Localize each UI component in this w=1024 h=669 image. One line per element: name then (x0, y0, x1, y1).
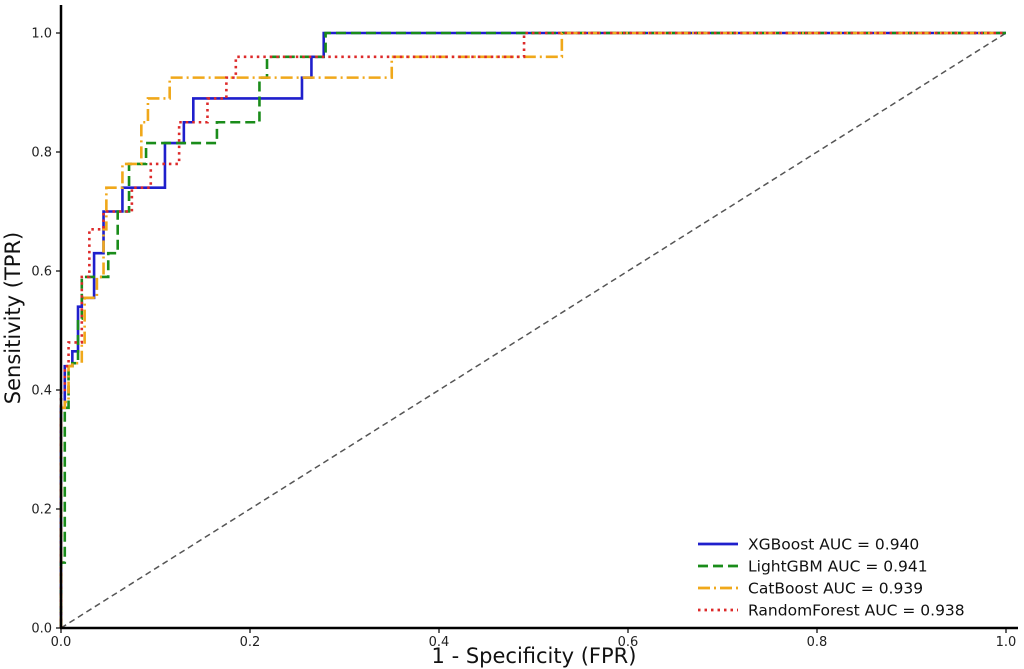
y-tick-label: 0.8 (31, 146, 52, 161)
legend-label-1: XGBoost AUC = 0.940 (748, 536, 919, 554)
roc-series-line-1 (59, 31, 1006, 628)
x-tick-label: 0.8 (807, 635, 828, 650)
x-tick-label: 0.0 (51, 635, 72, 650)
roc-series-line-3 (59, 31, 1006, 628)
x-tick-label: 0.4 (429, 635, 450, 650)
y-tick-label: 0.6 (31, 265, 52, 280)
y-axis-title: Sensitivity (TPR) (1, 232, 25, 404)
reference-line-layer (60, 32, 1007, 629)
ticks: 0.0 0.2 0.4 0.6 0.8 1.0 0.0 0.2 0.4 0.6 0.8 1.0 (31, 27, 1016, 651)
legend: XGBoost AUC = 0.940 LightGBM AUC = 0.941 C… (698, 536, 965, 620)
legend-label-2: LightGBM AUC = 0.941 (748, 558, 928, 576)
x-axis-title: 1 - Specificity (FPR) (432, 644, 637, 668)
y-tick-label: 0.2 (31, 503, 52, 518)
legend-label-4: RandomForest AUC = 0.938 (748, 602, 965, 620)
y-tick-label: 1.0 (31, 27, 52, 42)
x-tick-label: 0.2 (240, 635, 261, 650)
plot-area (59, 31, 1007, 629)
reference-diagonal-line (60, 32, 1007, 629)
legend-label-3: CatBoost AUC = 0.939 (748, 580, 923, 598)
x-tick-label: 1.0 (996, 635, 1017, 650)
axes (59, 5, 1018, 630)
y-tick-label: 0.4 (31, 384, 52, 399)
y-tick-label: 0.0 (31, 622, 52, 637)
series-layer (59, 31, 1006, 628)
x-tick-label: 0.6 (618, 635, 639, 650)
